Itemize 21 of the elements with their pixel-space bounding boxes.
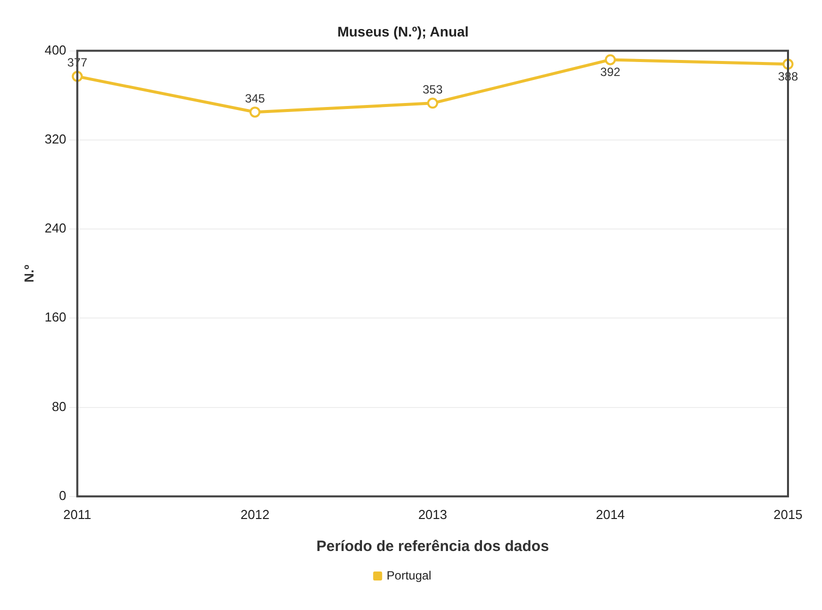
y-tick-label: 160 [44, 310, 66, 325]
y-axis-title: N.º [21, 264, 36, 282]
point [604, 54, 616, 66]
legend-label: Portugal [386, 568, 432, 582]
y-tick-label: 0 [59, 488, 66, 503]
data-label: 345 [244, 91, 266, 106]
y-tick-label: 400 [44, 42, 66, 58]
x-tick-label: 2013 [418, 506, 448, 522]
y-tick-label: 320 [44, 132, 66, 146]
x-tick-label: 2012 [240, 506, 270, 522]
point [249, 106, 260, 118]
data-label: 353 [422, 82, 443, 96]
chart-title: Museus (N.º); Anual [337, 23, 469, 40]
point [427, 98, 438, 109]
data-label: 392 [600, 65, 621, 80]
x-tick-label: 2015 [774, 506, 802, 522]
x-tick-label: 2014 [596, 506, 625, 522]
y-tick-label: 80 [52, 398, 66, 414]
x-tick-label: 2011 [63, 506, 92, 522]
x-axis-title: Período de referência dos dados [316, 538, 549, 556]
y-tick-label: 240 [44, 220, 66, 236]
